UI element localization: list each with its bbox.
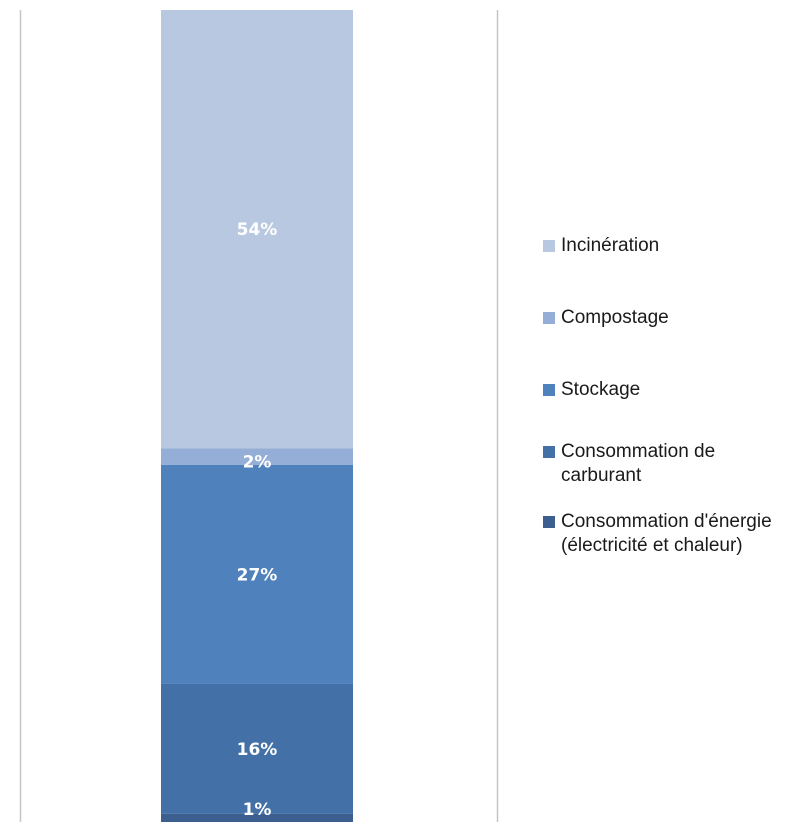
data-label-incineration: 54% [237,220,278,240]
bar-segment-compostage [161,448,353,465]
legend-swatch-carburant [543,446,555,458]
legend-item-energie: Consommation d'énergie (électricité et c… [543,510,791,570]
bar-segment-consommation-d-energie-e [161,813,353,822]
legend-label-stockage: Stockage [561,379,641,400]
legend-item-carburant: Consommation de carburant [543,440,761,500]
legend-swatch-energie [543,516,555,528]
legend-label-carburant: Consommation de carburant [561,441,716,486]
data-label-compostage: 2% [243,453,272,473]
legend-label-energie: Consommation d'énergie (électricité et c… [561,511,772,556]
bar-segment-incineration [161,10,353,449]
legend-item-incineration: Incinération [543,234,798,282]
data-label-consommation-de-carburan: 16% [237,740,278,760]
bar-segment-stockage [161,464,353,684]
legend: Incinération Compostage Stockage Consomm… [543,234,798,570]
legend-label-compostage: Compostage [561,307,669,328]
legend-swatch-incineration [543,240,555,252]
bar-segments [161,10,353,822]
data-label-stockage: 27% [237,565,278,585]
legend-swatch-stockage [543,384,555,396]
bar-segment-consommation-de-carburan [161,683,353,814]
legend-item-stockage: Stockage [543,378,798,426]
data-label-consommation-d-energie-e: 1% [243,800,272,820]
legend-label-incineration: Incinération [561,235,660,256]
legend-swatch-compostage [543,312,555,324]
legend-item-compostage: Compostage [543,306,798,354]
bar-data-labels: 1% 16% 27% 2% 54% [237,220,278,820]
